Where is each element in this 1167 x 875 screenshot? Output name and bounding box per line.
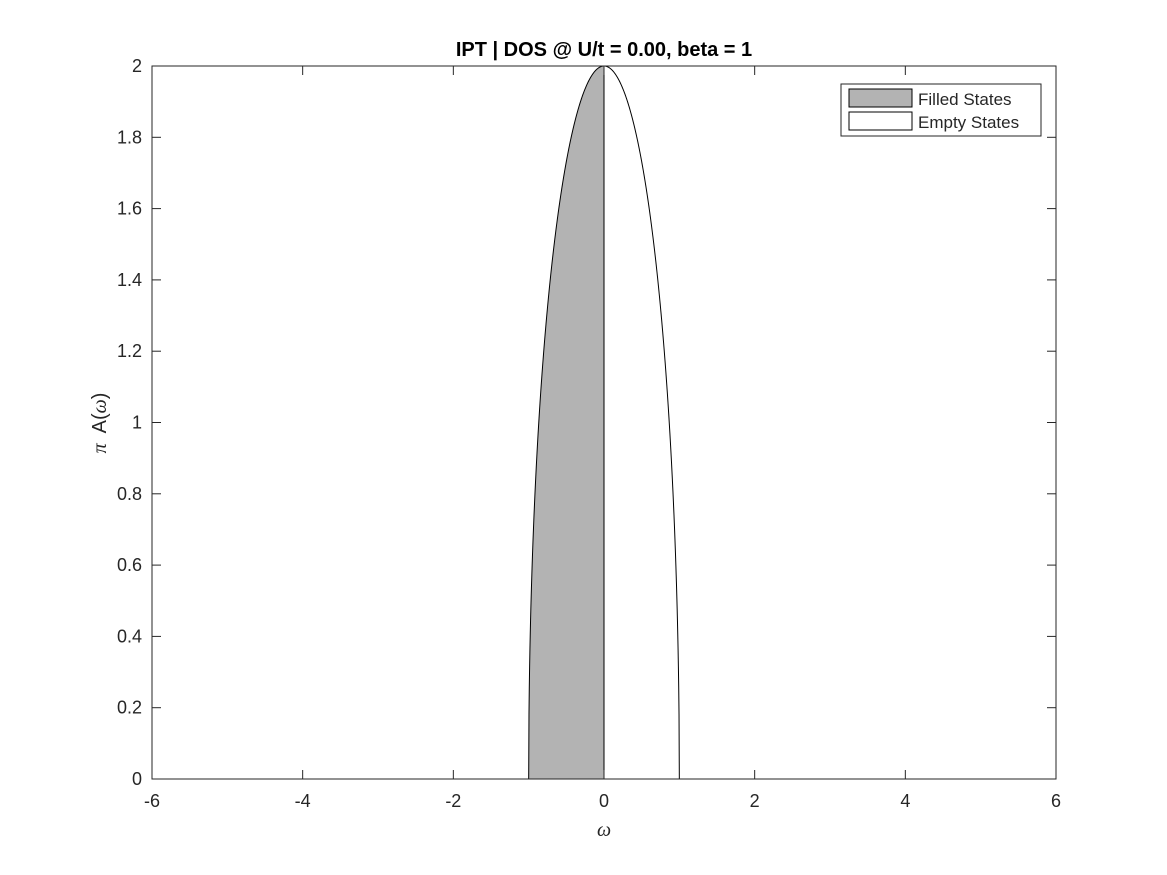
x-tick-label: -4 bbox=[295, 791, 311, 811]
y-tick-label: 0 bbox=[132, 769, 142, 789]
y-tick-label: 1.4 bbox=[117, 270, 142, 290]
x-axis-ticks: -6 -4 -2 0 2 4 6 bbox=[144, 66, 1061, 811]
y-tick-label: 0.4 bbox=[117, 626, 142, 646]
y-tick-label: 1.2 bbox=[117, 341, 142, 361]
legend-swatch-filled bbox=[848, 88, 913, 108]
y-axis-label: π A(ω) bbox=[89, 393, 111, 454]
y-tick-label: 0.6 bbox=[117, 555, 142, 575]
legend-swatch-empty bbox=[848, 111, 913, 131]
y-tick-label: 1.8 bbox=[117, 127, 142, 147]
x-tick-label: -2 bbox=[445, 791, 461, 811]
empty-states-area bbox=[603, 65, 680, 780]
y-tick-label: 1.6 bbox=[117, 199, 142, 219]
x-tick-label: 2 bbox=[750, 791, 760, 811]
legend-label-filled: Filled States bbox=[918, 90, 1012, 109]
legend: Filled States Empty States bbox=[840, 83, 1042, 137]
x-axis-label: ω bbox=[597, 819, 611, 841]
y-tick-label: 1 bbox=[132, 413, 142, 433]
x-tick-label: 4 bbox=[900, 791, 910, 811]
x-tick-label: 6 bbox=[1051, 791, 1061, 811]
x-tick-label: -6 bbox=[144, 791, 160, 811]
legend-label-empty: Empty States bbox=[918, 113, 1019, 132]
y-tick-label: 0.8 bbox=[117, 484, 142, 504]
y-axis-ticks: 0 0.2 0.4 0.6 0.8 1 1.2 1.4 1.6 1.8 2 bbox=[117, 56, 1056, 789]
x-tick-label: 0 bbox=[599, 791, 609, 811]
y-tick-label: 0.2 bbox=[117, 698, 142, 718]
filled-states-area bbox=[528, 65, 605, 780]
y-tick-label: 2 bbox=[132, 56, 142, 76]
chart-title: IPT | DOS @ U/t = 0.00, beta = 1 bbox=[456, 39, 752, 61]
